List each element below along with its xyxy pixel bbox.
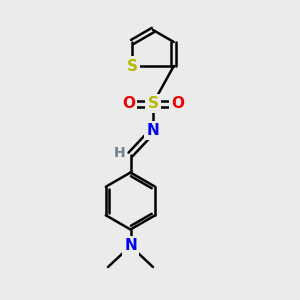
Text: O: O <box>171 96 184 111</box>
Text: N: N <box>124 238 137 253</box>
Text: N: N <box>147 123 159 138</box>
Text: H: H <box>113 146 125 160</box>
Text: O: O <box>122 96 135 111</box>
Text: S: S <box>127 58 138 74</box>
Text: S: S <box>148 96 158 111</box>
